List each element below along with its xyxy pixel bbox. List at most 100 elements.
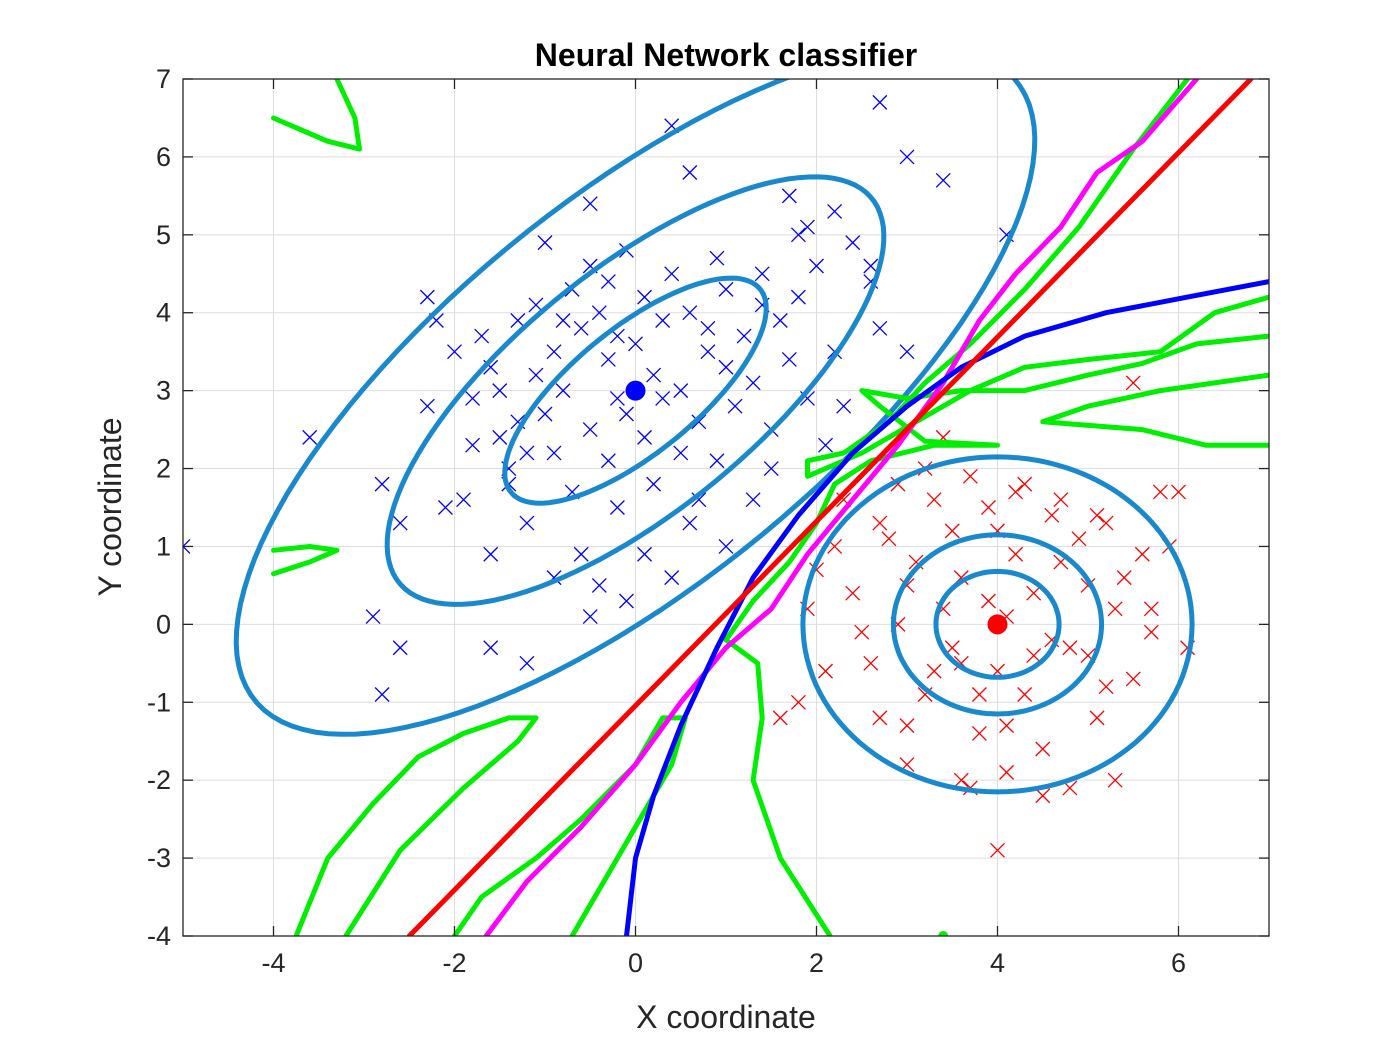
class2-point: [1008, 546, 1024, 562]
class1-point: [718, 281, 734, 297]
contour-ellipse: [233, 79, 1038, 737]
y-axis-label: Y coordinate: [92, 417, 128, 596]
class1-point: [492, 383, 508, 399]
class2-point: [962, 468, 978, 484]
class2-point: [1071, 531, 1087, 547]
contour-ellipse: [384, 174, 887, 607]
linear-boundary-line: [406, 79, 1254, 936]
class2-point: [1017, 687, 1033, 702]
class1-point: [845, 235, 861, 251]
class2-point: [1053, 492, 1069, 508]
class1-point: [781, 188, 797, 204]
class1-point: [745, 492, 761, 508]
class2-point: [1116, 570, 1132, 586]
plot-frame: [182, 78, 1270, 937]
class1-point: [682, 305, 698, 321]
class2-point: [1008, 484, 1024, 500]
class1-point: [664, 266, 680, 282]
class1-point: [528, 367, 544, 383]
class1-point: [745, 375, 761, 391]
class1-point: [637, 289, 653, 305]
y-tick-label: 3: [156, 376, 171, 406]
class1-point: [646, 476, 662, 492]
class1-point: [709, 250, 725, 266]
class1-point: [637, 429, 653, 445]
class2-point: [926, 663, 942, 679]
class1-point: [799, 219, 815, 235]
y-tick-label: 4: [156, 298, 171, 328]
contour-ellipse: [933, 568, 1062, 680]
class1-point: [736, 328, 752, 344]
class1-point: [809, 258, 824, 274]
class1-point: [872, 320, 888, 336]
class1-point: [591, 305, 607, 321]
class2-point: [818, 663, 834, 679]
class1-point: [437, 500, 453, 515]
class1-point: [646, 367, 662, 383]
class2-point: [863, 655, 879, 671]
class1-point: [899, 344, 915, 360]
class1-point: [392, 640, 408, 656]
class1-point: [582, 196, 598, 212]
decision-boundaries: [271, 79, 1269, 936]
class1-point: [582, 609, 598, 625]
class1-point: [474, 328, 490, 344]
class1-point: [609, 390, 625, 406]
class1-mean-marker: [625, 380, 646, 401]
class1-point: [781, 352, 797, 367]
class2-point: [1062, 640, 1078, 656]
plot-area: [183, 79, 1269, 936]
class1-point: [546, 344, 562, 360]
class1-point: [655, 390, 671, 406]
class1-point: [419, 398, 435, 414]
class2-point: [971, 725, 987, 741]
class1-point: [600, 352, 616, 367]
class1-point: [836, 398, 852, 414]
class2-point: [971, 687, 987, 702]
class1-point: [872, 94, 888, 110]
class1-point: [456, 492, 472, 508]
class1-point: [700, 344, 716, 360]
class1-point: [483, 546, 499, 562]
x-tick-label: 2: [809, 948, 824, 978]
contour-ellipse: [890, 532, 1105, 717]
class1-point: [718, 359, 734, 375]
class1-point: [519, 445, 535, 461]
class1-point: [465, 390, 481, 406]
class1-point: [537, 235, 553, 251]
quadratic-boundary-line: [624, 279, 1269, 936]
class1-point: [447, 344, 462, 360]
class2-mean-marker: [987, 614, 1008, 635]
y-tick-label: 1: [156, 531, 171, 561]
class2-point: [881, 531, 897, 547]
class2-point: [1089, 710, 1105, 726]
class2-point: [999, 718, 1015, 734]
x-tick-label: 0: [628, 948, 643, 978]
class2-point: [990, 842, 1005, 858]
y-tick-label: 0: [156, 609, 171, 639]
contour-ellipses: [233, 79, 1195, 795]
class1-point: [763, 461, 779, 477]
class1-point: [673, 383, 689, 399]
y-tick-label: 2: [156, 454, 171, 484]
class1-point: [519, 655, 535, 671]
axis-ticks: -4 -2 0 2 4 6 -4 -3 -2 -1 0 1 2 3 4 5 6 7: [147, 64, 1269, 978]
class1-point: [302, 429, 318, 445]
class2-point: [944, 523, 960, 539]
y-tick-label: 7: [156, 64, 171, 94]
chart-title: Neural Network classifier: [535, 37, 917, 73]
class2-point: [772, 710, 788, 726]
nn-boundary-segment: [723, 333, 1269, 936]
class1-point: [691, 414, 707, 430]
y-tick-label: -3: [147, 843, 171, 873]
class2-point: [1098, 679, 1114, 695]
class1-point: [392, 515, 408, 531]
y-tick-label: -1: [147, 687, 171, 717]
class1-point: [863, 258, 879, 274]
class2-point: [1125, 375, 1141, 391]
nn-boundary-dot: [938, 931, 949, 936]
class2-point: [1035, 788, 1051, 804]
contour-ellipse: [800, 454, 1195, 795]
class1-point: [600, 453, 616, 469]
class2-point: [1152, 484, 1168, 500]
